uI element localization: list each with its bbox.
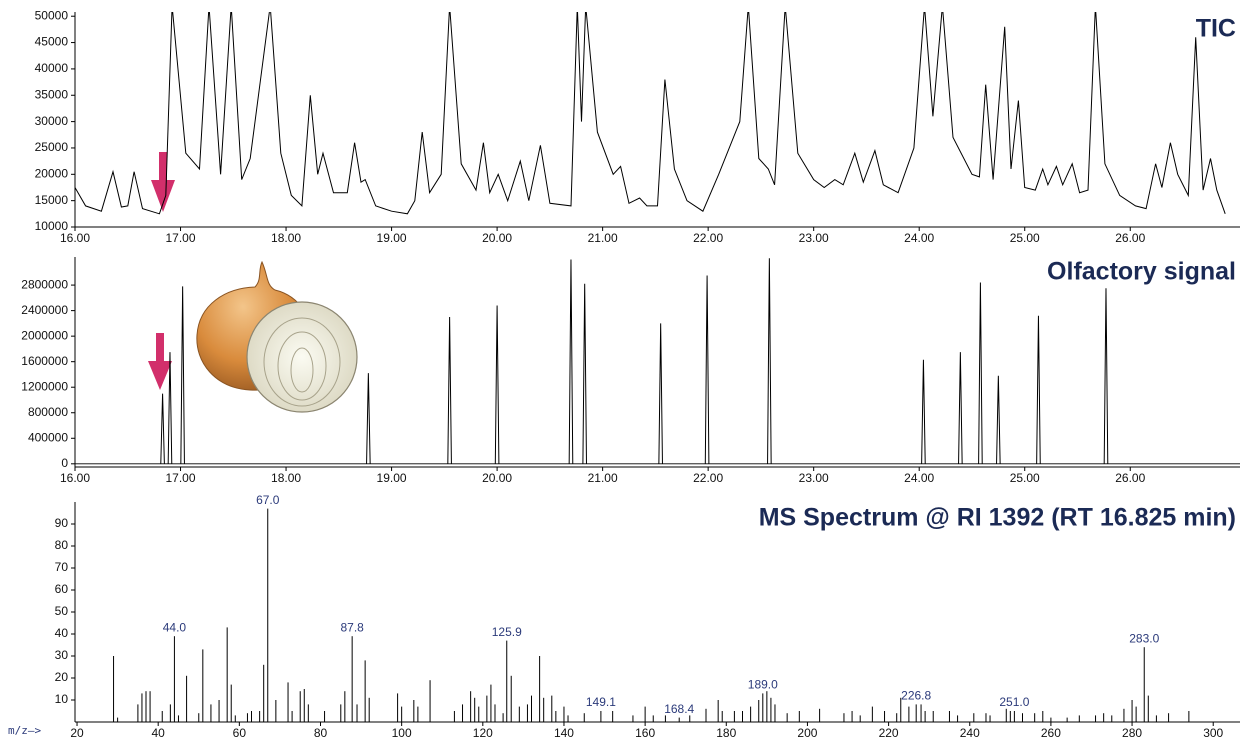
x-tick-label: 120 [473, 726, 493, 740]
peak-label: 168.4 [664, 702, 694, 716]
y-tick-label: 50 [55, 604, 69, 618]
x-tick-label: 24.00 [904, 471, 934, 485]
x-tick-label: 21.00 [588, 471, 618, 485]
y-tick-label: 40 [55, 626, 69, 640]
y-tick-label: 15000 [35, 193, 69, 207]
peak-label: 125.9 [492, 625, 522, 639]
chart-title: TIC [1196, 15, 1236, 43]
y-tick-label: 1200000 [21, 379, 68, 393]
x-tick-label: 23.00 [799, 471, 829, 485]
y-tick-label: 30000 [35, 114, 69, 128]
olfactory-peak [658, 323, 663, 464]
x-tick-label: 100 [392, 726, 412, 740]
olfactory-peak [978, 282, 983, 464]
y-tick-label: 2400000 [21, 303, 68, 317]
chart-title: Olfactory signal [1047, 258, 1236, 286]
y-tick-label: 0 [61, 456, 68, 470]
x-axis-label: m/z—> [8, 724, 41, 737]
peak-label: 44.0 [163, 620, 187, 634]
x-tick-label: 80 [314, 726, 328, 740]
x-tick-label: 16.00 [60, 231, 90, 245]
x-tick-label: 21.00 [588, 231, 618, 245]
olfactory-peak [494, 305, 500, 464]
x-tick-label: 240 [960, 726, 980, 740]
y-tick-label: 20000 [35, 166, 69, 180]
y-tick-label: 70 [55, 560, 69, 574]
peak-label: 226.8 [901, 689, 931, 703]
x-tick-label: 18.00 [271, 471, 301, 485]
y-tick-label: 35000 [35, 87, 69, 101]
x-tick-label: 25.00 [1010, 471, 1040, 485]
x-tick-label: 40 [152, 726, 166, 740]
olfactory-peak [1036, 315, 1041, 464]
onion-illustration [196, 260, 358, 413]
olfactory-peak [704, 275, 710, 464]
olfactory-peak [996, 375, 1001, 464]
y-tick-label: 80 [55, 538, 69, 552]
peak-label: 87.8 [340, 620, 364, 634]
x-tick-label: 20.00 [482, 231, 512, 245]
olfactory-peak [160, 393, 165, 464]
peak-label: 189.0 [748, 678, 778, 692]
x-tick-label: 18.00 [271, 231, 301, 245]
olfactory-peak [582, 283, 587, 464]
x-tick-label: 180 [716, 726, 736, 740]
y-tick-label: 2800000 [21, 277, 68, 291]
olfactory-peak [366, 373, 371, 464]
olfactory-peak [447, 316, 452, 464]
olfactory-peak [167, 352, 173, 464]
y-tick-label: 90 [55, 516, 69, 530]
y-tick-label: 40000 [35, 61, 69, 75]
y-tick-label: 50000 [35, 8, 69, 22]
x-tick-label: 26.00 [1115, 471, 1145, 485]
x-tick-label: 200 [797, 726, 817, 740]
y-tick-label: 25000 [35, 140, 69, 154]
x-tick-label: 19.00 [377, 231, 407, 245]
x-tick-label: 20.00 [482, 471, 512, 485]
y-tick-label: 10 [55, 692, 69, 706]
peak-label: 251.0 [999, 695, 1029, 709]
x-tick-label: 26.00 [1115, 231, 1145, 245]
y-tick-label: 1600000 [21, 354, 68, 368]
y-tick-label: 10000 [35, 219, 69, 233]
x-tick-label: 25.00 [1010, 231, 1040, 245]
y-tick-label: 400000 [28, 430, 68, 444]
peak-label: 149.1 [586, 695, 616, 709]
x-tick-label: 260 [1041, 726, 1061, 740]
peak-label: 67.0 [256, 493, 280, 507]
x-tick-label: 160 [635, 726, 655, 740]
marker-arrow [148, 152, 175, 390]
y-tick-label: 45000 [35, 35, 69, 49]
olfactory-peak [180, 286, 185, 464]
y-tick-label: 60 [55, 582, 69, 596]
y-tick-label: 800000 [28, 405, 68, 419]
peak-label: 283.0 [1129, 631, 1159, 645]
olfactory-peak [958, 352, 963, 464]
olfactory-peak [1103, 288, 1109, 464]
y-tick-label: 2000000 [21, 328, 68, 342]
x-tick-label: 23.00 [799, 231, 829, 245]
x-tick-label: 17.00 [166, 471, 196, 485]
x-tick-label: 17.00 [166, 231, 196, 245]
x-tick-label: 220 [879, 726, 899, 740]
tic-line [75, 12, 1226, 215]
y-tick-label: 30 [55, 648, 69, 662]
x-tick-label: 22.00 [693, 471, 723, 485]
x-tick-label: 140 [554, 726, 574, 740]
x-tick-label: 19.00 [377, 471, 407, 485]
x-tick-label: 60 [233, 726, 247, 740]
chart-title: MS Spectrum @ RI 1392 (RT 16.825 min) [759, 504, 1236, 532]
x-tick-label: 300 [1203, 726, 1223, 740]
olfactory-peak [568, 259, 574, 464]
x-tick-label: 24.00 [904, 231, 934, 245]
olfactory-peak [921, 359, 926, 464]
x-tick-label: 16.00 [60, 471, 90, 485]
x-tick-label: 22.00 [693, 231, 723, 245]
olfactory-peak [767, 258, 772, 464]
x-tick-label: 280 [1122, 726, 1142, 740]
y-tick-label: 20 [55, 670, 69, 684]
x-tick-label: 20 [70, 726, 84, 740]
